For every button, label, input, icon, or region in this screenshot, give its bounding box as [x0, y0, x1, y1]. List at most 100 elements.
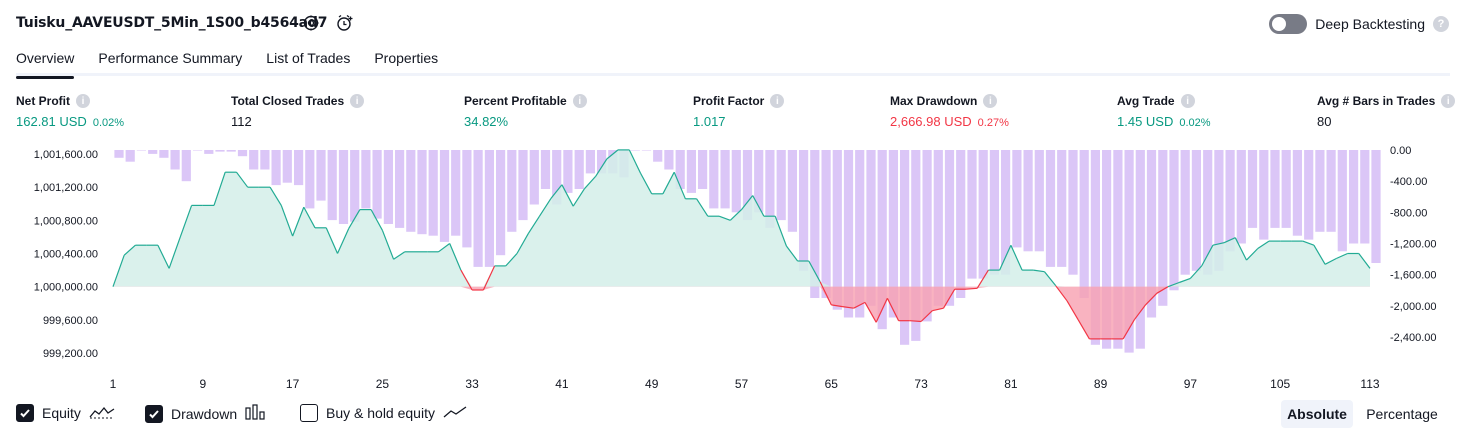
- help-icon[interactable]: i: [572, 94, 587, 108]
- drawdown-bar: [630, 150, 640, 151]
- equity-line-segment: [932, 307, 944, 312]
- equity-line-segment: [572, 188, 585, 207]
- help-icon[interactable]: i: [1441, 94, 1456, 108]
- equity-checkbox[interactable]: Equity: [16, 404, 115, 422]
- drawdown-bar: [989, 150, 999, 275]
- metric-value: 112: [231, 114, 252, 129]
- checkbox-checked[interactable]: [145, 404, 163, 423]
- checkbox-checked[interactable]: [16, 404, 34, 422]
- equity-line-segment: [561, 184, 574, 207]
- drawdown-bar: [776, 150, 786, 221]
- equity-line-segment: [696, 198, 709, 217]
- equity-line-segment: [842, 306, 854, 309]
- equity-line-segment: [673, 171, 686, 200]
- equity-drawdown-chart[interactable]: 1,001,600.00 1,001,200.00 1,000,800.00 1,00…: [0, 138, 1466, 400]
- equity-line-segment: [942, 288, 956, 309]
- left-axis-tick-label: 1,000,000.00: [34, 282, 98, 294]
- absolute-mode-button[interactable]: Absolute: [1281, 400, 1353, 428]
- help-icon[interactable]: i: [1180, 94, 1195, 108]
- drawdown-bar: [507, 150, 517, 232]
- drawdown-bar: [1304, 150, 1314, 240]
- equity-line-segment: [1246, 248, 1259, 261]
- equity-line-segment: [336, 228, 350, 254]
- drawdown-bar: [1203, 150, 1213, 275]
- drawdown-bar: [1326, 150, 1336, 232]
- tab-list-of-trades[interactable]: List of Trades: [266, 50, 351, 66]
- x-axis-tick-label: 81: [1004, 377, 1018, 391]
- help-icon[interactable]: i: [770, 94, 785, 108]
- metrics-row: Net Profit i 162.81 USD 0.02% Total Closed…: [0, 94, 1466, 134]
- drawdown-bar: [799, 150, 809, 271]
- deep-backtesting-toggle[interactable]: [1269, 14, 1308, 34]
- x-axis-tick-label: 25: [376, 377, 390, 391]
- equity-line-segment: [1234, 237, 1248, 261]
- x-axis-tick-label: 49: [645, 377, 659, 391]
- help-icon[interactable]: i: [350, 94, 365, 108]
- equity-line-segment: [1167, 281, 1180, 288]
- drawdown-bar: [664, 150, 674, 170]
- deep-backtesting-label: Deep Backtesting: [1315, 16, 1425, 32]
- drawdown-bar: [204, 150, 214, 154]
- x-axis-tick-label: 1: [110, 377, 117, 391]
- equity-line-segment: [370, 209, 383, 231]
- right-axis-tick-label: -1,600.00: [1390, 270, 1436, 282]
- drawdown-checkbox[interactable]: Drawdown: [145, 404, 267, 423]
- drawdown-bar: [597, 150, 607, 174]
- buy-hold-checkbox[interactable]: Buy & hold equity: [300, 404, 467, 422]
- drawdown-bar: [193, 150, 203, 151]
- tab-performance-summary[interactable]: Performance Summary: [98, 50, 243, 66]
- drawdown-bar: [439, 150, 450, 242]
- equity-line-segment: [168, 236, 181, 269]
- drawdown-bar: [1270, 150, 1280, 228]
- left-axis-tick-label: 1,001,200.00: [34, 182, 98, 194]
- metric-avg-trade: Avg Trade i 1.45 USD 0.02%: [1117, 94, 1211, 129]
- drawdown-bar: [484, 150, 494, 267]
- equity-line-segment: [505, 253, 518, 267]
- checkbox-unchecked[interactable]: [300, 404, 318, 422]
- help-icon[interactable]: i: [76, 94, 90, 108]
- drawdown-bar: [944, 150, 955, 306]
- equity-line-segment: [741, 195, 754, 210]
- equity-line-segment: [853, 301, 866, 309]
- strategy-title: Tuisku_AAVEUSDT_5Min_1S00_b4564ad7: [16, 15, 328, 31]
- left-axis-tick-label: 999,600.00: [43, 315, 98, 327]
- drawdown-bar: [473, 150, 483, 267]
- drawdown-bar: [518, 150, 528, 221]
- drawdown-bar: [855, 150, 865, 318]
- equity-line-segment: [348, 209, 361, 229]
- help-icon[interactable]: i: [983, 94, 998, 108]
- tab-overview[interactable]: Overview: [16, 46, 75, 79]
- equity-line-segment: [1122, 319, 1135, 340]
- drawdown-bar: [832, 150, 842, 310]
- drawdown-bar: [395, 150, 405, 228]
- equity-line-segment: [236, 171, 249, 188]
- right-axis-ticks: 0.00 -400.00 -800.00 -1,200.00 -1,600.00 -2,0…: [1390, 145, 1436, 344]
- drawdown-bar: [1360, 150, 1370, 244]
- metric-value: 2,666.98 USD: [890, 114, 972, 129]
- drawdown-bar: [1191, 150, 1201, 271]
- metric-label: Total Closed Trades: [231, 94, 345, 108]
- percentage-mode-button[interactable]: Percentage: [1366, 406, 1438, 422]
- drawdown-bar: [698, 150, 708, 189]
- drawdown-bar: [709, 150, 719, 209]
- equity-line-segment: [1055, 285, 1068, 302]
- drawdown-bar: [1259, 150, 1269, 240]
- tab-properties[interactable]: Properties: [374, 50, 439, 66]
- equity-line: [112, 149, 1371, 340]
- drawdown-bar: [1247, 150, 1258, 228]
- drawdown-bars: [114, 150, 1381, 353]
- drawdown-bar: [305, 150, 315, 209]
- help-icon[interactable]: ?: [1433, 16, 1449, 32]
- add-alert-clock-icon[interactable]: [334, 12, 356, 34]
- equity-line-segment: [1010, 244, 1023, 271]
- equity-line-segment: [1336, 252, 1348, 260]
- equity-line-segment: [179, 205, 193, 238]
- drawdown-bar: [136, 150, 146, 151]
- metric-label: Profit Factor: [693, 94, 765, 108]
- settings-gear-icon[interactable]: [300, 12, 322, 34]
- left-axis-tick-label: 999,200.00: [43, 348, 98, 360]
- drawdown-bar: [1292, 150, 1302, 236]
- drawdown-bar: [529, 150, 539, 205]
- drawdown-bar: [765, 150, 775, 228]
- drawdown-bar: [810, 150, 820, 298]
